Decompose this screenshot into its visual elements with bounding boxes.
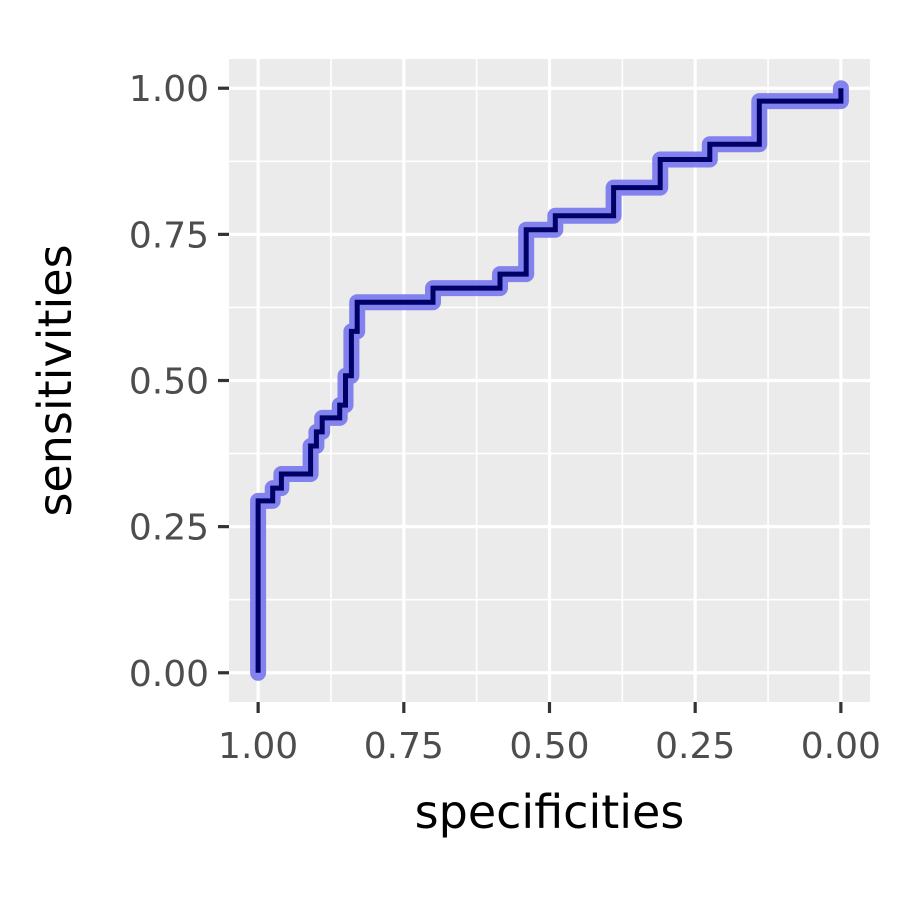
y-axis: 0.00 0.25 0.50 0.75 1.00 <box>129 69 229 695</box>
x-tick-label: 0.75 <box>364 726 444 767</box>
roc-curve <box>250 80 849 681</box>
y-tick-label: 1.00 <box>129 69 209 110</box>
x-tick-label: 0.25 <box>655 726 735 767</box>
y-tick-label: 0.00 <box>129 654 209 695</box>
y-tick-label: 0.75 <box>129 215 209 256</box>
x-tick-label: 0.00 <box>801 726 881 767</box>
x-axis: 1.00 0.75 0.50 0.25 0.00 <box>218 702 881 767</box>
x-tick-label: 0.50 <box>509 726 589 767</box>
y-axis-title: sensitivities <box>28 244 82 516</box>
x-axis-title: specificities <box>415 785 685 839</box>
y-tick-label: 0.50 <box>129 362 209 403</box>
y-tick-label: 0.25 <box>129 508 209 549</box>
grid-major <box>229 59 870 702</box>
roc-line <box>255 88 844 673</box>
x-tick-label: 1.00 <box>218 726 298 767</box>
